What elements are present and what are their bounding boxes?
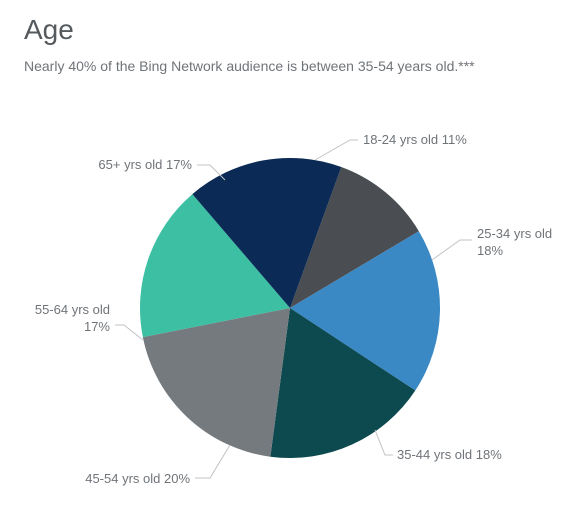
slice-label: 55-64 yrs old 17% [35, 302, 110, 336]
leader-line [432, 240, 472, 260]
slice-label: 45-54 yrs old 20% [85, 471, 190, 488]
leader-line [315, 140, 358, 160]
leader-line [375, 430, 393, 455]
pie-chart [0, 0, 587, 521]
slice-label: 35-44 yrs old 18% [397, 447, 502, 464]
slice-label: 25-34 yrs old 18% [477, 226, 552, 260]
slice-label: 18-24 yrs old 11% [363, 132, 467, 149]
pie-svg [0, 0, 587, 521]
leader-line [115, 325, 143, 340]
leader-line [195, 445, 230, 478]
slice-label: 65+ yrs old 17% [98, 157, 192, 174]
